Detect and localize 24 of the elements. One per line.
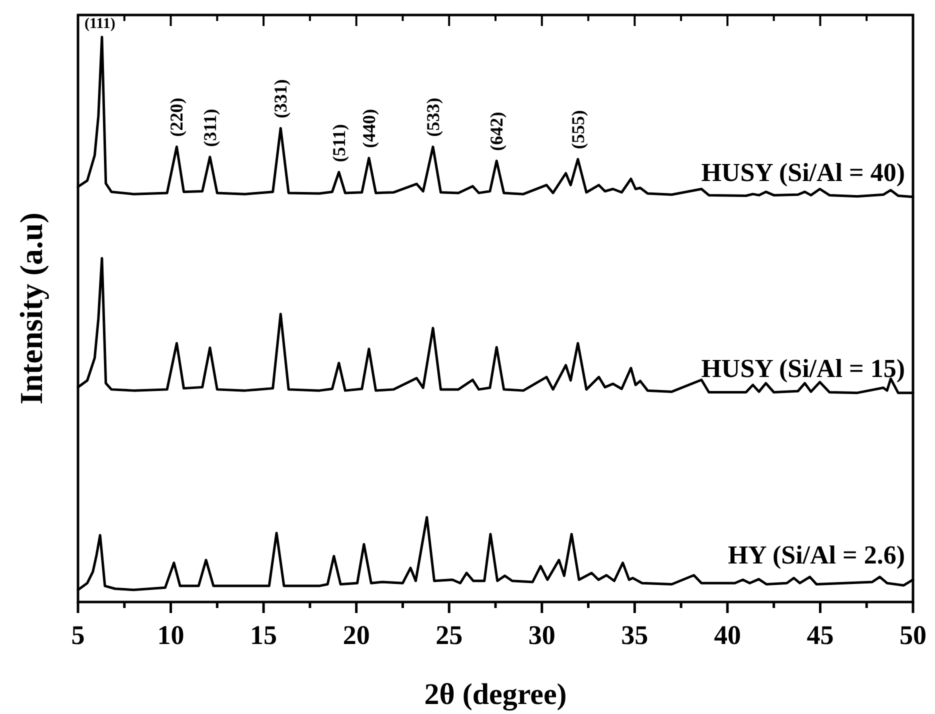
series-label: HUSY (Si/Al = 40) — [701, 158, 905, 187]
annotation: (220) — [166, 98, 187, 137]
x-tick-label: 25 — [436, 620, 463, 650]
annotation: (311) — [200, 108, 220, 147]
annotation: (331) — [270, 79, 291, 118]
x-tick-label: 30 — [528, 620, 556, 650]
x-tick-label: 10 — [157, 620, 184, 650]
annotation: (533) — [422, 98, 443, 137]
x-tick-label: 35 — [621, 620, 648, 650]
series-label: HY (Si/Al = 2.6) — [728, 540, 905, 570]
y-axis-title: Intensity (a.u) — [13, 212, 49, 405]
x-tick-label: 50 — [900, 620, 926, 650]
x-tick-label: 40 — [714, 620, 741, 650]
annotation: (111) — [84, 16, 116, 32]
annotation: (642) — [486, 112, 507, 151]
annotation: (440) — [358, 109, 379, 148]
x-tick-label: 5 — [71, 620, 85, 650]
x-tick-label: 15 — [250, 620, 278, 650]
x-axis-title: 2θ (degree) — [424, 678, 567, 711]
annotation: (511) — [328, 124, 349, 162]
x-tick-label: 45 — [806, 620, 834, 650]
series-label: HUSY (Si/Al = 15) — [701, 354, 905, 383]
x-tick-label: 20 — [342, 620, 370, 650]
annotation: (555) — [568, 110, 588, 150]
